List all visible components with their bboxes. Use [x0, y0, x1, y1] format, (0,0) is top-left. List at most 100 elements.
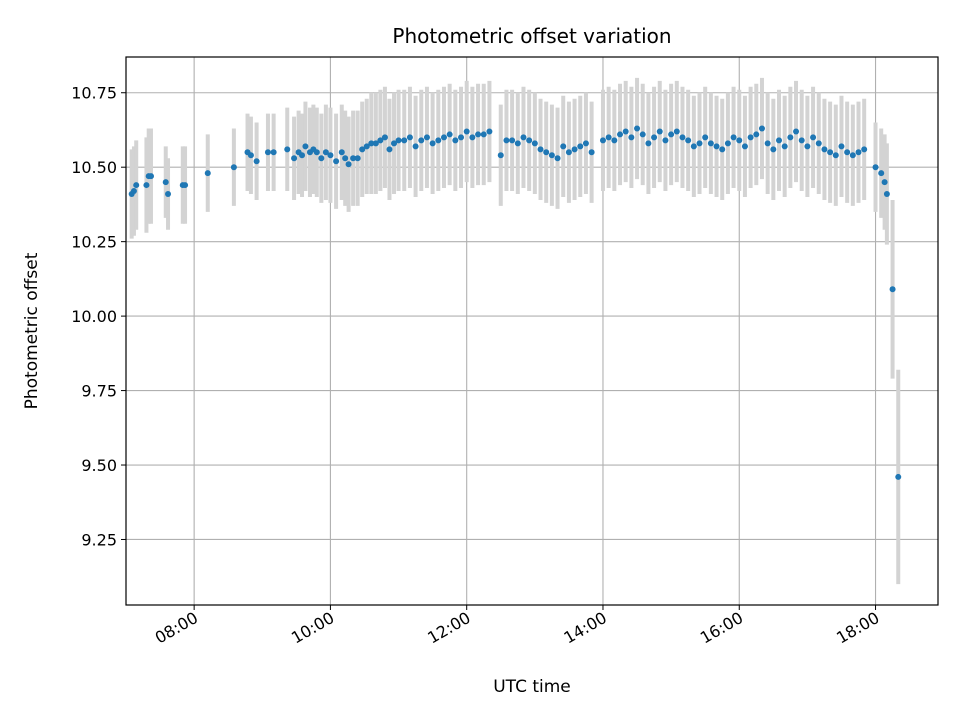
data-point	[182, 182, 189, 189]
data-point	[372, 140, 379, 147]
data-point	[526, 137, 533, 144]
data-point	[165, 191, 172, 197]
data-point	[881, 179, 888, 186]
data-point	[333, 158, 340, 165]
data-point	[313, 149, 320, 156]
data-point	[753, 131, 760, 138]
data-point	[291, 155, 298, 162]
data-point	[844, 149, 851, 156]
data-point	[318, 155, 325, 162]
data-point	[302, 143, 309, 150]
data-point	[386, 146, 393, 153]
data-point	[406, 134, 413, 141]
data-point	[736, 137, 743, 144]
data-point	[458, 134, 465, 141]
data-point	[781, 143, 788, 150]
data-point	[707, 140, 714, 147]
data-point	[446, 131, 453, 138]
data-point	[883, 191, 890, 197]
data-point	[423, 134, 430, 141]
plot-frame	[125, 56, 939, 606]
data-point	[284, 146, 291, 153]
data-point	[377, 137, 384, 144]
data-point	[770, 146, 777, 153]
data-point	[730, 134, 737, 141]
data-point	[861, 146, 868, 153]
data-point	[724, 140, 731, 147]
data-point	[827, 149, 834, 156]
data-point	[429, 140, 436, 147]
data-point	[486, 128, 493, 135]
data-point	[713, 143, 720, 150]
x-axis-label: UTC time	[493, 677, 571, 697]
data-point	[849, 152, 856, 159]
data-point	[810, 134, 817, 141]
data-point	[815, 140, 822, 147]
data-point	[391, 140, 398, 147]
data-point	[395, 137, 402, 144]
data-point	[611, 137, 618, 144]
data-point	[514, 140, 521, 147]
data-point	[162, 179, 169, 186]
data-point	[503, 137, 510, 144]
data-point	[855, 149, 862, 156]
data-point	[719, 146, 726, 153]
data-point	[747, 134, 754, 141]
y-tick-label: 10.50	[71, 158, 117, 177]
y-tick-label: 10.25	[71, 233, 117, 252]
data-point	[520, 134, 527, 141]
data-point	[363, 143, 370, 150]
y-tick-label: 9.75	[81, 382, 117, 401]
data-point	[130, 188, 137, 195]
data-point	[872, 164, 879, 171]
data-point	[741, 143, 748, 150]
data-point	[327, 152, 334, 159]
data-point	[838, 143, 845, 150]
data-point	[469, 134, 476, 141]
data-point	[832, 152, 839, 159]
data-point	[776, 137, 783, 144]
y-tick-label: 9.50	[81, 456, 117, 475]
data-points	[128, 125, 902, 480]
data-point	[543, 149, 550, 156]
data-point	[537, 146, 544, 153]
data-point	[253, 158, 260, 165]
data-point	[804, 143, 811, 150]
data-point	[798, 137, 805, 144]
data-point	[639, 131, 646, 138]
data-point	[345, 161, 352, 168]
data-point	[230, 164, 237, 171]
data-point	[673, 128, 680, 135]
data-point	[668, 131, 675, 138]
data-point	[354, 155, 361, 162]
data-point	[368, 140, 375, 147]
data-point	[401, 137, 408, 144]
data-point	[548, 152, 555, 159]
data-point	[554, 155, 561, 162]
data-point	[685, 137, 692, 144]
data-point	[359, 146, 366, 153]
data-point	[588, 149, 595, 156]
data-point	[475, 131, 482, 138]
data-point	[793, 128, 800, 135]
data-point	[350, 155, 357, 162]
chart-title: Photometric offset variation	[392, 24, 671, 48]
data-point	[463, 128, 470, 135]
data-point	[342, 155, 349, 162]
data-point	[622, 128, 629, 135]
data-point	[889, 286, 896, 293]
data-point	[509, 137, 516, 144]
data-point	[577, 143, 584, 150]
data-point	[204, 170, 211, 177]
data-point	[452, 137, 459, 144]
data-point	[634, 125, 641, 132]
data-point	[418, 137, 425, 144]
y-axis-ticks: 9.25 9.50 9.75 10.00 10.25 10.50 10.75	[71, 84, 126, 549]
y-axis-label: Photometric offset	[22, 252, 42, 409]
data-point	[571, 146, 578, 153]
data-point	[617, 131, 624, 138]
data-point	[628, 134, 635, 141]
data-point	[435, 137, 442, 144]
data-point	[338, 149, 345, 156]
